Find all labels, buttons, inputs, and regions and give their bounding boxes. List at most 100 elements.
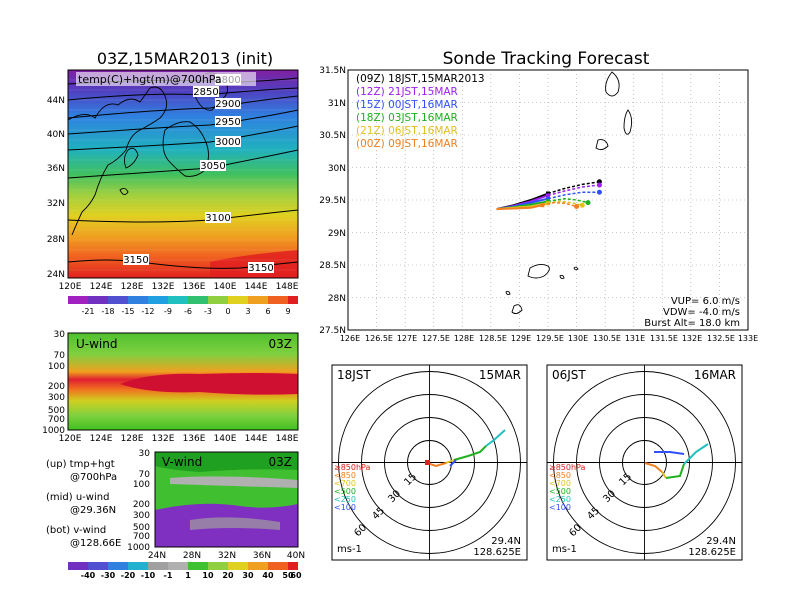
vwind-lat-labels: 24N 28N 32N 36N 40N xyxy=(148,551,305,561)
colorbar-label: 3 xyxy=(245,307,250,316)
hodograph-trace-250 xyxy=(485,429,506,447)
lon-label: 133E xyxy=(738,334,758,343)
lon-label: 130E xyxy=(568,334,588,343)
hodograph-lat: 29.4N xyxy=(491,536,521,547)
colorbar-label: -15 xyxy=(121,307,134,316)
lon-label: 128E xyxy=(121,434,144,444)
vwind-frame xyxy=(154,451,299,548)
lon-label: 128E xyxy=(454,334,474,343)
lat-label: 40N xyxy=(287,551,305,561)
note-bot-level: @128.66E xyxy=(70,538,121,549)
lon-label: 131E xyxy=(625,334,645,343)
subtitle-bg xyxy=(76,72,256,86)
hodograph-trace-100 xyxy=(449,459,457,467)
hodograph-date: 16MAR xyxy=(694,368,736,382)
hodograph-time: 06JST xyxy=(552,368,586,382)
colorbar-label: -12 xyxy=(141,307,154,316)
landing-point xyxy=(596,182,602,188)
lat-label: 32N xyxy=(47,199,65,209)
lon-label: 120E xyxy=(59,434,82,444)
wind-colorbar: -40 -30 -20 -10 -1 1 10 20 30 40 50 60 xyxy=(68,562,302,580)
jet-core xyxy=(120,373,298,395)
lat-label: 28.5N xyxy=(319,261,346,271)
pressure-label: 100 xyxy=(133,480,150,490)
lon-label: 148E xyxy=(276,434,299,444)
vwind-gray-patch xyxy=(190,517,280,530)
forecast-grid xyxy=(348,70,748,330)
contour-label: 3150 xyxy=(248,263,273,274)
colorbar-label: 6 xyxy=(265,307,270,316)
pressure-legend-entry: <850 xyxy=(334,471,356,480)
forecast-lat-labels: 31.5N 31N 30.5N 30N 29.5N 29N 28.5N 28N … xyxy=(319,66,346,336)
contour-label: 3050 xyxy=(200,161,225,172)
lon-label: 126E xyxy=(340,334,360,343)
note-up: (up) tmp+hgt xyxy=(46,459,115,470)
lat-label: 28N xyxy=(328,294,346,304)
map-title: 03Z,15MAR2013 (init) xyxy=(97,49,273,68)
track-line-descent xyxy=(547,181,600,195)
uwind-frame xyxy=(67,332,299,431)
lon-label: 130.5E xyxy=(593,334,621,343)
lon-label: 129E xyxy=(511,334,531,343)
forecast-legend: (09Z) 18JST,15MAR2013 (12Z) 21JST,15MAR … xyxy=(356,73,485,150)
pressure-label: 700 xyxy=(48,415,65,425)
lat-label: 29N xyxy=(328,229,346,239)
lat-label: 31N xyxy=(328,99,346,109)
lon-label: 124E xyxy=(90,434,113,444)
surface-marker xyxy=(425,460,430,465)
uwind-lon-labels: 120E 124E 128E 132E 136E 140E 144E 148E xyxy=(59,434,299,444)
lon-label: 120E xyxy=(59,282,82,292)
burst-point xyxy=(540,203,545,208)
lon-label: 132E xyxy=(152,434,175,444)
track-line-descent xyxy=(547,191,600,200)
pressure-legend-entry: <100 xyxy=(334,503,356,512)
track-line-descent xyxy=(547,184,600,197)
hodograph-date: 15MAR xyxy=(479,368,521,382)
pressure-label: 700 xyxy=(133,532,150,542)
pressure-legend-entry: <700 xyxy=(334,479,356,488)
lat-label: 28N xyxy=(183,551,201,561)
contour-label: 3000 xyxy=(215,137,240,148)
lat-label: 27.5N xyxy=(319,326,346,336)
lat-label: 30.5N xyxy=(319,131,346,141)
lat-label: 24N xyxy=(148,551,166,561)
map-subtitle: temp(C)+hgt(m)@700hPa xyxy=(78,73,222,86)
uwind-p-labels: 30 70 100 200 300 500 700 1000 xyxy=(42,330,65,436)
pressure-legend-entry: <700 xyxy=(549,479,571,488)
lat-label: 28N xyxy=(47,235,65,245)
landing-point xyxy=(585,200,591,206)
landing-point xyxy=(574,204,580,209)
vdw-text: VDW= -4.0 m/s xyxy=(663,307,740,318)
lon-label: 148E xyxy=(276,282,299,292)
colorbar-label: -40 xyxy=(81,571,96,580)
pressure-legend-entry: <100 xyxy=(549,503,571,512)
uwind-title: U-wind xyxy=(76,337,117,351)
forecast-panel: Sonde Tracking Forecast 31.5N 31N 30.5N … xyxy=(319,49,758,343)
colorbar-label: -3 xyxy=(204,307,212,316)
colorbar-label: 30 xyxy=(242,571,254,580)
pressure-label: 100 xyxy=(48,362,65,372)
hodograph-lat: 29.4N xyxy=(706,536,736,547)
map-frame xyxy=(67,69,299,279)
colorbar-label: 40 xyxy=(262,571,274,580)
colorbar-label: 50 xyxy=(282,571,294,580)
lon-label: 131.5E xyxy=(650,334,678,343)
colorbar-label: -1 xyxy=(164,571,173,580)
map-lat-labels: 44N 40N 36N 32N 28N 24N xyxy=(47,96,65,280)
uwind-time: 03Z xyxy=(269,337,293,351)
pressure-legend-entry: <850 xyxy=(549,471,571,480)
hodograph-panel-2: 15 30 45 60 06JST 16MAR ≥850hPa <850 <70… xyxy=(546,364,743,561)
landing-point xyxy=(596,189,602,195)
lat-label: 32N xyxy=(218,551,236,561)
colorbar-label: -10 xyxy=(141,571,156,580)
track-line-ascent xyxy=(496,204,543,211)
lat-label: 31.5N xyxy=(319,66,346,76)
contour-label: 2950 xyxy=(215,117,240,128)
track-line-descent xyxy=(542,201,577,208)
lat-label: 44N xyxy=(47,96,65,106)
burst-point xyxy=(546,196,550,201)
hodograph-lon: 128.625E xyxy=(688,547,736,558)
vwind-title: V-wind xyxy=(162,455,202,469)
lon-label: 136E xyxy=(183,282,206,292)
